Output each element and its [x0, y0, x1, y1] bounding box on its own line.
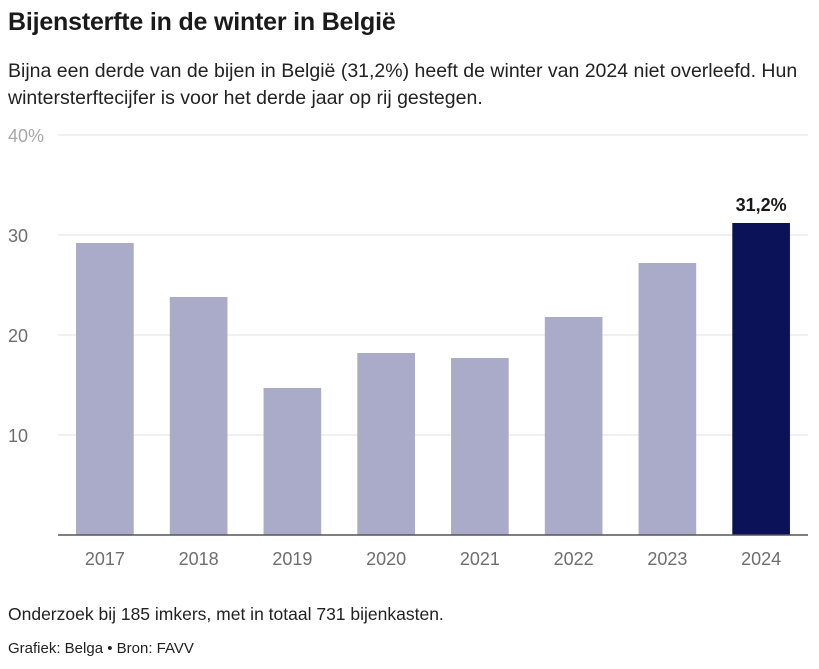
footnote: Onderzoek bij 185 imkers, met in totaal …: [8, 604, 444, 624]
data-label: 31,2%: [736, 195, 787, 215]
y-tick-label: 20: [8, 326, 28, 346]
bar-2018: [169, 297, 228, 535]
bar-2021: [451, 358, 509, 535]
x-tick-label: 2023: [647, 549, 687, 569]
x-tick-label: 2020: [366, 549, 406, 569]
x-tick-label: 2022: [554, 549, 594, 569]
chart-title: Bijensterfte in de winter in België: [8, 8, 396, 36]
x-tick-label: 2019: [272, 549, 312, 569]
bar-2020: [357, 353, 415, 535]
chart-subtitle: Bijna een derde van de bijen in België (…: [8, 60, 798, 109]
bar-2024: [732, 223, 790, 535]
x-tick-label: 2021: [460, 549, 500, 569]
bar-2017: [76, 243, 134, 535]
x-tick-label: 2017: [85, 549, 125, 569]
chart-area: 10 20 30 40% 2017 2018 2019 2020 2021 2022 2023 202…: [0, 120, 819, 580]
x-tick-label: 2024: [741, 549, 781, 569]
source-credit: Grafiek: Belga • Bron: FAVV: [8, 640, 194, 657]
bar-2022: [544, 317, 603, 535]
x-tick-label: 2018: [179, 549, 219, 569]
bar-2023: [638, 263, 697, 535]
bar-chart: 10 20 30 40% 2017 2018 2019 2020 2021 2022 2023 202…: [8, 126, 808, 569]
y-tick-label: 30: [8, 226, 28, 246]
y-tick-label: 10: [8, 426, 28, 446]
bar-2019: [263, 388, 322, 535]
y-tick-label: 40%: [8, 126, 44, 146]
